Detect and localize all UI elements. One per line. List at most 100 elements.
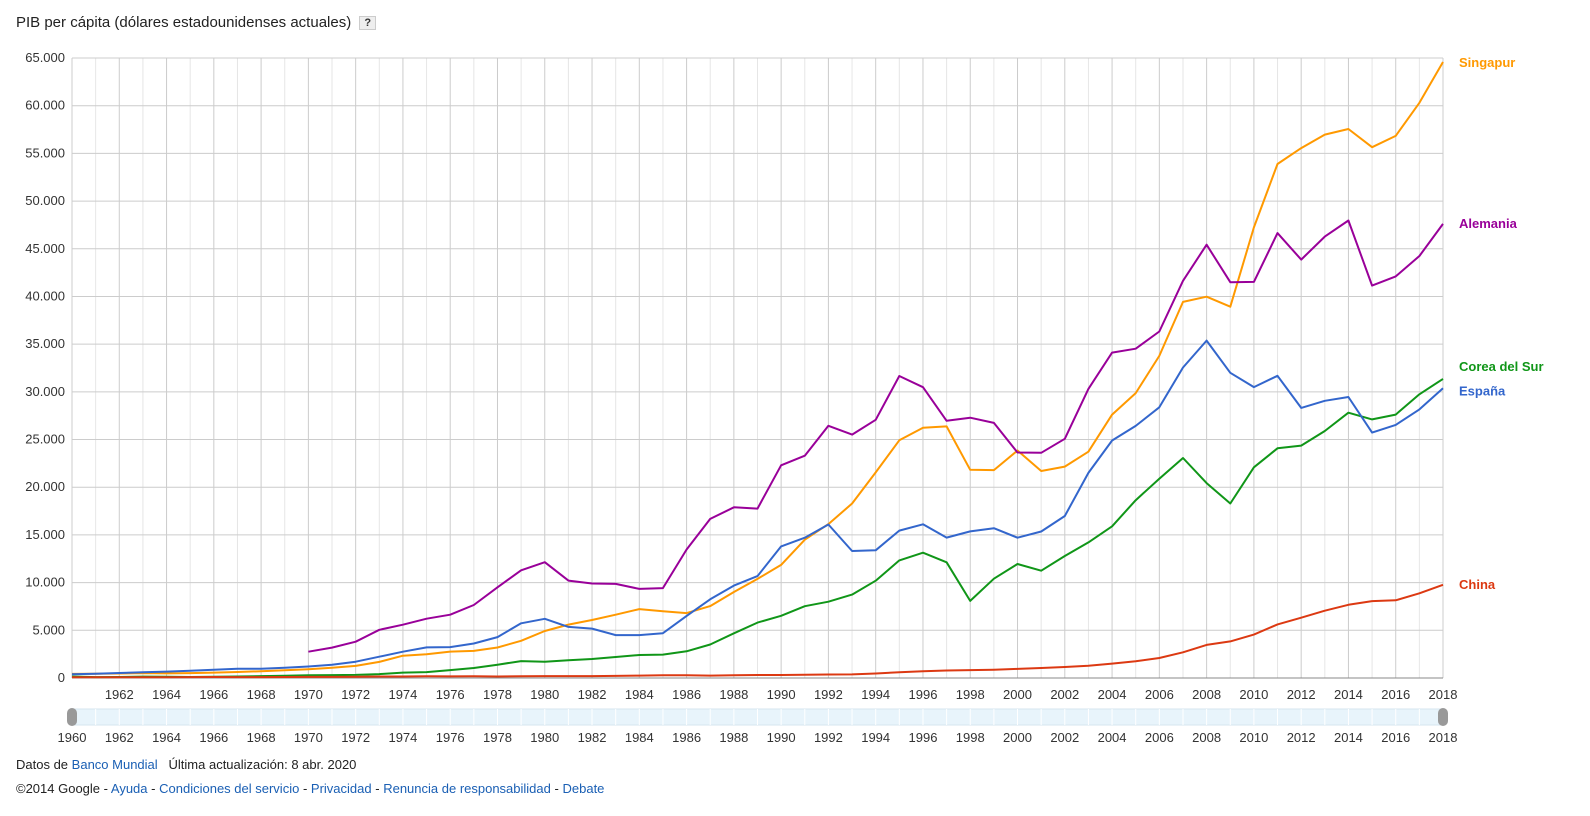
slider-tick-label: 1962 bbox=[105, 730, 134, 745]
separator: - bbox=[151, 781, 156, 796]
slider-tick-label: 1982 bbox=[578, 730, 607, 745]
separator: - bbox=[302, 781, 308, 796]
x-tick-label: 1970 bbox=[294, 687, 323, 702]
x-tick-label: 2002 bbox=[1050, 687, 1079, 702]
series-line-corea-del-sur bbox=[71, 378, 1444, 679]
help-button[interactable]: ? bbox=[359, 16, 377, 31]
x-tick-label: 1976 bbox=[436, 687, 465, 702]
x-tick-label: 1986 bbox=[672, 687, 701, 702]
slider-tick-label: 2008 bbox=[1192, 730, 1221, 745]
x-tick-label: 1980 bbox=[530, 687, 559, 702]
y-tick-label: 35.000 bbox=[25, 336, 65, 351]
slider-tick-label: 1980 bbox=[530, 730, 559, 745]
discussion-link[interactable]: Debate bbox=[562, 781, 605, 796]
slider-tick-label: 2002 bbox=[1050, 730, 1079, 745]
x-tick-label: 2006 bbox=[1145, 687, 1174, 702]
x-tick-label: 1968 bbox=[247, 687, 276, 702]
x-tick-label: 1962 bbox=[105, 687, 134, 702]
disclaimer-link[interactable]: Renuncia de responsabilidad bbox=[383, 781, 551, 796]
slider-tick-label: 1988 bbox=[719, 730, 748, 745]
slider-tick-label: 2012 bbox=[1287, 730, 1316, 745]
x-tick-label: 1982 bbox=[578, 687, 607, 702]
slider-tick-label: 1966 bbox=[199, 730, 228, 745]
slider-tick-label: 2018 bbox=[1429, 730, 1458, 745]
slider-tick-label: 1968 bbox=[247, 730, 276, 745]
x-tick-label: 2012 bbox=[1287, 687, 1316, 702]
slider-tick-label: 2016 bbox=[1381, 730, 1410, 745]
y-tick-label: 15.000 bbox=[25, 527, 65, 542]
y-tick-label: 30.000 bbox=[25, 384, 65, 399]
terms-link[interactable]: Condiciones del servicio bbox=[159, 781, 300, 796]
separator: - bbox=[554, 781, 559, 796]
x-tick-label: 2008 bbox=[1192, 687, 1221, 702]
x-tick-label: 1972 bbox=[341, 687, 370, 702]
y-tick-label: 25.000 bbox=[25, 432, 65, 447]
x-tick-label: 1998 bbox=[956, 687, 985, 702]
slider-tick-label: 2006 bbox=[1145, 730, 1174, 745]
slider-tick-label: 1970 bbox=[294, 730, 323, 745]
x-tick-label: 1990 bbox=[767, 687, 796, 702]
x-tick-label: 2016 bbox=[1381, 687, 1410, 702]
series-line-singapur bbox=[71, 61, 1444, 675]
slider-tick-label: 2010 bbox=[1239, 730, 1268, 745]
series-end-label: Singapur bbox=[1459, 55, 1515, 70]
data-source-line: Datos de Banco Mundial Última actualizac… bbox=[16, 757, 356, 772]
slider-tick-label: 1984 bbox=[625, 730, 654, 745]
chart-title: PIB per cápita (dólares estadounidenses … bbox=[16, 14, 352, 31]
slider-tick-label: 1990 bbox=[767, 730, 796, 745]
slider-tick-label: 1960 bbox=[58, 730, 87, 745]
x-tick-label: 1966 bbox=[199, 687, 228, 702]
x-tick-label: 1992 bbox=[814, 687, 843, 702]
x-tick-label: 1996 bbox=[909, 687, 938, 702]
slider-tick-label: 1978 bbox=[483, 730, 512, 745]
y-tick-label: 20.000 bbox=[25, 479, 65, 494]
source-prefix: Datos de bbox=[16, 757, 69, 772]
x-tick-label: 2018 bbox=[1429, 687, 1458, 702]
y-tick-label: 60.000 bbox=[25, 98, 65, 113]
slider-tick-label: 1986 bbox=[672, 730, 701, 745]
slider-tick-label: 1996 bbox=[909, 730, 938, 745]
y-tick-label: 50.000 bbox=[25, 193, 65, 208]
y-tick-label: 10.000 bbox=[25, 575, 65, 590]
x-tick-label: 2014 bbox=[1334, 687, 1363, 702]
last-updated: Última actualización: 8 abr. 2020 bbox=[168, 757, 357, 772]
series-end-label: Corea del Sur bbox=[1459, 359, 1544, 374]
x-tick-label: 1978 bbox=[483, 687, 512, 702]
series-line-china bbox=[71, 583, 1444, 679]
y-tick-label: 40.000 bbox=[25, 288, 65, 303]
x-tick-label: 1964 bbox=[152, 687, 181, 702]
x-tick-label: 2000 bbox=[1003, 687, 1032, 702]
y-tick-label: 65.000 bbox=[25, 50, 65, 65]
series-end-label: España bbox=[1459, 383, 1506, 398]
slider-tick-label: 2014 bbox=[1334, 730, 1363, 745]
source-link[interactable]: Banco Mundial bbox=[71, 757, 158, 772]
slider-tick-label: 1964 bbox=[152, 730, 181, 745]
series-end-label: China bbox=[1459, 577, 1496, 592]
y-tick-label: 0 bbox=[58, 670, 65, 685]
x-tick-label: 1994 bbox=[861, 687, 890, 702]
slider-tick-label: 2000 bbox=[1003, 730, 1032, 745]
slider-tick-label: 1998 bbox=[956, 730, 985, 745]
slider-tick-label: 1974 bbox=[388, 730, 417, 745]
y-tick-label: 5.000 bbox=[32, 622, 65, 637]
privacy-link[interactable]: Privacidad bbox=[310, 781, 372, 796]
slider-tick-label: 1994 bbox=[861, 730, 890, 745]
x-tick-label: 1988 bbox=[719, 687, 748, 702]
slider-tick-label: 1992 bbox=[814, 730, 843, 745]
help-link[interactable]: Ayuda bbox=[110, 781, 148, 796]
page-title: PIB per cápita (dólares estadounidenses … bbox=[16, 14, 377, 31]
range-slider-right-handle[interactable] bbox=[1438, 708, 1448, 726]
separator: - bbox=[375, 781, 380, 796]
footer-links: ©2014 Google - Ayuda - Condiciones del s… bbox=[16, 781, 604, 796]
range-slider-left-handle[interactable] bbox=[67, 708, 77, 726]
series-line-alemania bbox=[308, 219, 1444, 653]
series-end-label: Alemania bbox=[1459, 216, 1518, 231]
x-tick-label: 1984 bbox=[625, 687, 654, 702]
line-chart: 0 5.000 10.000 15.000 20.000 25.000 30.000 35.0… bbox=[25, 50, 1544, 745]
x-tick-label: 2004 bbox=[1098, 687, 1127, 702]
series-line-españa bbox=[71, 339, 1444, 676]
slider-tick-label: 2004 bbox=[1098, 730, 1127, 745]
x-tick-label: 1974 bbox=[388, 687, 417, 702]
x-tick-label: 2010 bbox=[1239, 687, 1268, 702]
slider-tick-label: 1976 bbox=[436, 730, 465, 745]
